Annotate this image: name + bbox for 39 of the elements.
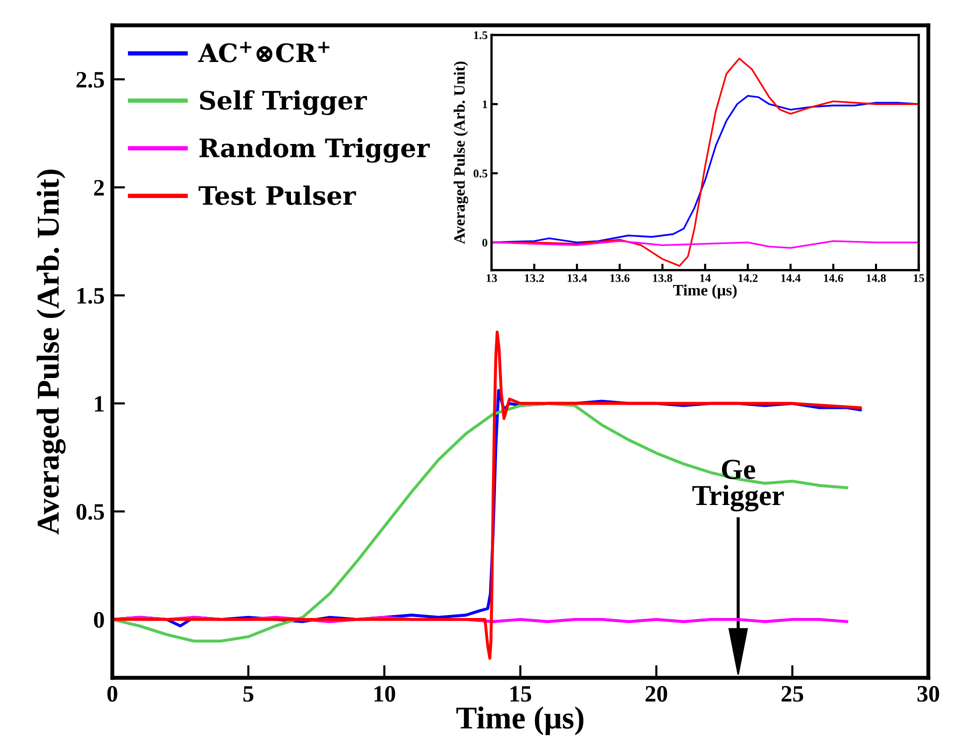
y-tick-label: 0 (94, 612, 104, 628)
y-axis-title: Averaged Pulse (Arb. Unit) (36, 170, 66, 535)
y-tick-label: 1.5 (474, 31, 488, 40)
legend-label: AC$^{+}$⊗CR$^{+}$ (198, 42, 330, 62)
legend-label: Self Trigger (200, 90, 368, 116)
annotation: Ge Trigger (692, 460, 784, 512)
line-series (112, 330, 862, 660)
x-tick-label: 14.6 (824, 274, 844, 282)
legend-label: Random Trigger (200, 138, 430, 163)
x-tick-label: 20 (646, 686, 668, 702)
y-tick-label: 0.5 (76, 504, 104, 520)
x-tick-label: 30 (918, 686, 940, 702)
y-tick-label: 1.5 (77, 288, 104, 304)
legend-label: Test Pulser (198, 185, 356, 206)
x-tick-label: 5 (243, 686, 254, 702)
y-tick-label: 1 (95, 396, 104, 412)
x-tick-label: 15 (914, 274, 924, 282)
x-tick-label: 14.8 (866, 274, 886, 282)
x-tick-label: 14.4 (781, 274, 801, 282)
y-tick-label: 0.5 (474, 170, 488, 178)
y-tick-label: 2 (94, 180, 104, 196)
x-tick-label: 13 (486, 274, 497, 282)
x-tick-label: 13.2 (524, 274, 544, 282)
line-series (492, 240, 919, 249)
x-tick-label: 13.4 (568, 274, 587, 282)
x-tick-label: 10 (374, 686, 396, 702)
x-tick-label: 15 (510, 686, 532, 702)
x-tick-label: 13.6 (610, 274, 630, 282)
y-tick-label: 0 (482, 238, 488, 247)
x-tick-label: 25 (782, 686, 804, 702)
x-axis-title: Time (μs) (456, 706, 584, 736)
y-tick-label: 2.5 (76, 72, 104, 88)
x-axis-title: Time (μs) (673, 284, 737, 299)
y-axis-title: Averaged Pulse (Arb. Unit) (454, 62, 468, 244)
x-tick-label: 13.8 (653, 274, 672, 282)
x-tick-label: 14 (700, 274, 711, 282)
x-tick-label: 14.2 (738, 274, 758, 282)
x-tick-label: 0 (107, 686, 118, 702)
y-tick-label: 1 (482, 100, 488, 108)
